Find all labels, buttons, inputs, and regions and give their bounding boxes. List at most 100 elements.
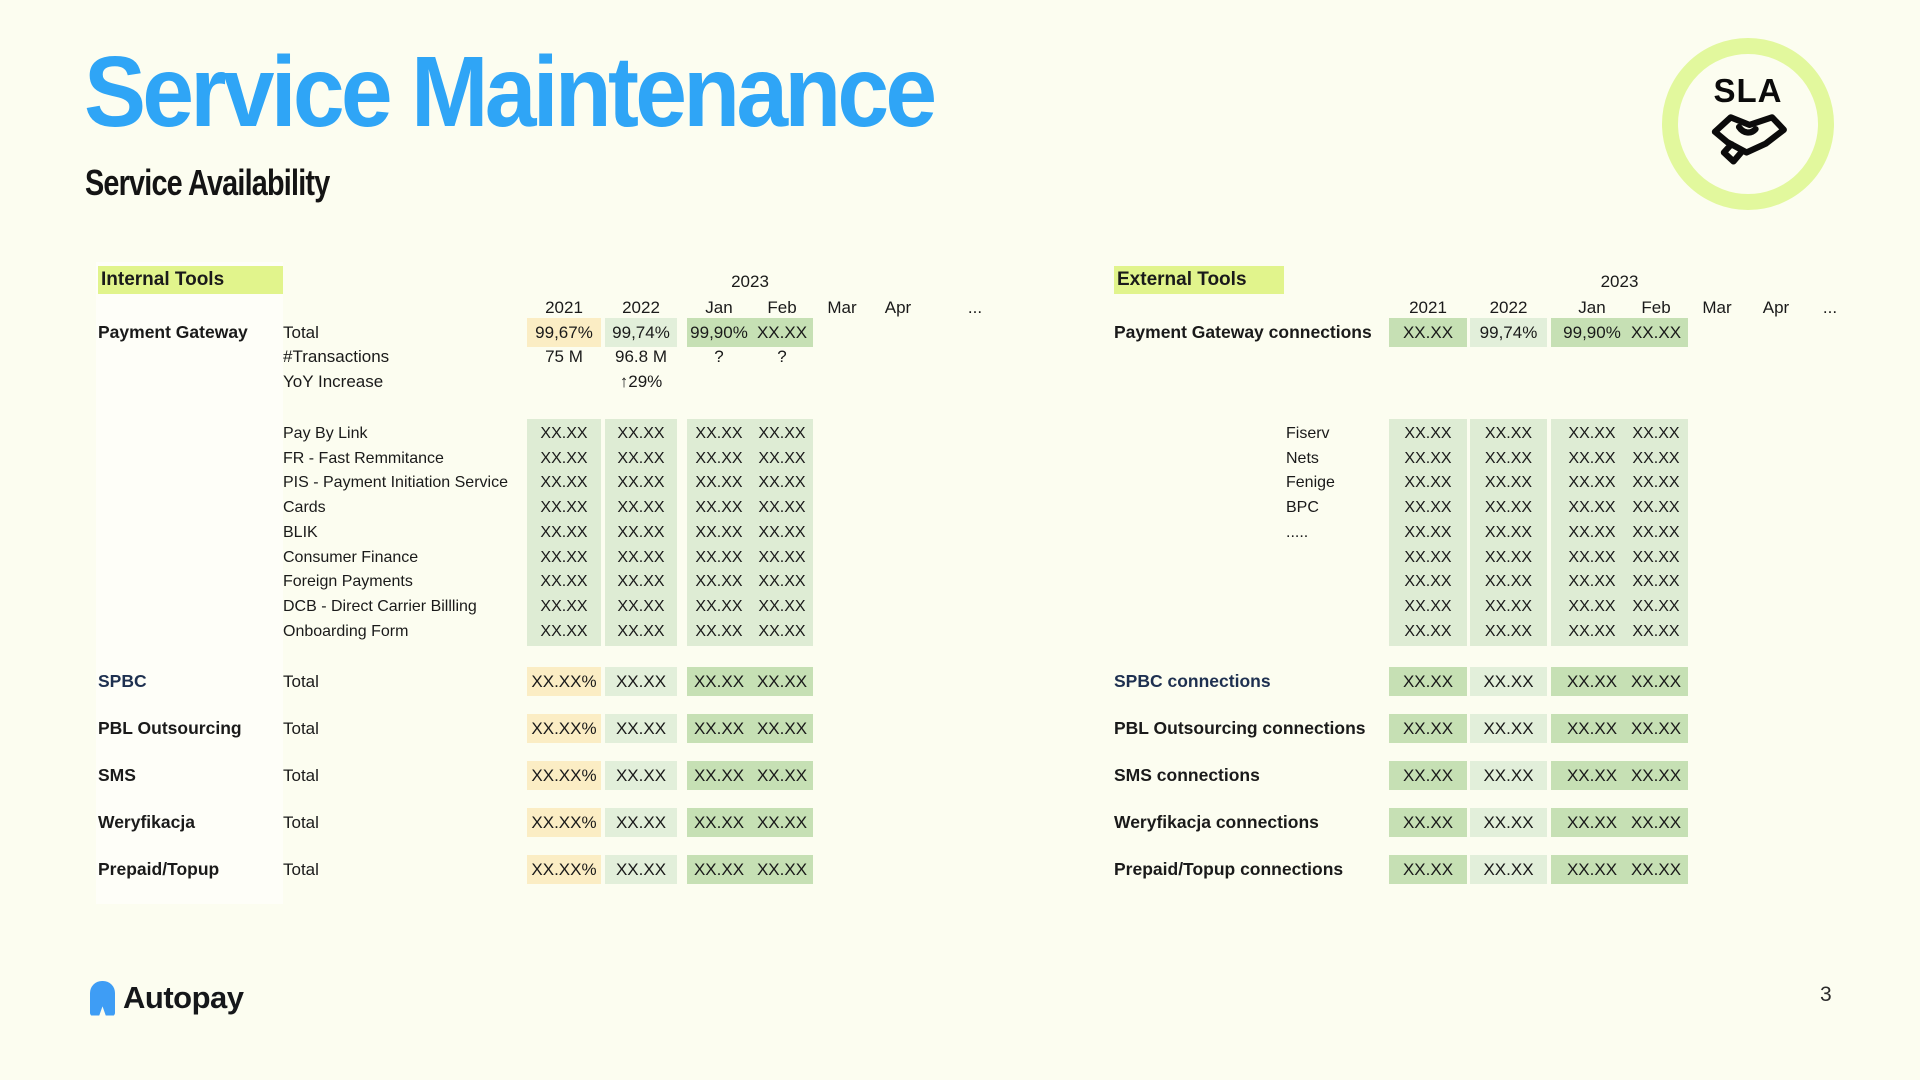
value-cell [687, 761, 813, 790]
service-value: XX.XX [1404, 425, 1452, 442]
service-value: XX.XX [695, 499, 743, 517]
service-value: XX.XX [758, 474, 806, 492]
value-text: XX.XX [1630, 671, 1682, 691]
year-group-label: 2023 [731, 272, 769, 291]
category-label: PBL Outsourcing [98, 718, 242, 738]
value-cell: XX.XX [1389, 808, 1467, 837]
service-value: XX.XX [1568, 548, 1616, 566]
value-cell: XX.XX [1470, 714, 1547, 743]
page-title: Service Maintenance [84, 36, 937, 148]
value-cell [1551, 318, 1688, 347]
column-header: Feb [1641, 298, 1671, 317]
value-cell [1551, 667, 1688, 696]
value-text: XX.XX [756, 859, 808, 879]
service-value: XX.XX [1568, 573, 1616, 591]
category-label: Payment Gateway connections [1114, 322, 1372, 342]
category-label: PBL Outsourcing connections [1114, 718, 1366, 738]
value-text: XX.XX [693, 859, 745, 879]
column-header: 2021 [1409, 298, 1447, 317]
value-text: ↑29% [619, 372, 663, 391]
service-value: XX.XX [1632, 425, 1680, 442]
value-cell [1551, 761, 1688, 790]
value-text: ? [777, 347, 787, 366]
row-label: Total [283, 766, 319, 785]
sla-badge-label: SLA [1713, 72, 1783, 109]
value-text: XX.XX [1630, 322, 1682, 342]
handshake-icon [1704, 107, 1792, 174]
service-value: XX.XX [758, 548, 806, 566]
column-header: 2022 [622, 298, 660, 317]
service-value: XX.XX [1568, 597, 1616, 615]
service-value: XX.XX [540, 573, 588, 591]
service-value: XX.XX [1632, 499, 1680, 517]
service-value: XX.XX [695, 474, 743, 492]
service-value: XX.XX [1568, 449, 1616, 467]
page-subtitle: Service Availability [85, 162, 330, 203]
category-label: SMS [98, 765, 136, 785]
service-value: XX.XX [540, 548, 588, 566]
service-value: XX.XX [1568, 622, 1616, 640]
service-value: XX.XX [1404, 474, 1452, 492]
service-value: XX.XX [758, 499, 806, 517]
service-value: XX.XX [695, 548, 743, 566]
column-header: ... [1822, 298, 1838, 317]
service-value: XX.XX [1632, 573, 1680, 591]
category-label: Prepaid/Topup [98, 859, 220, 879]
service-value: XX.XX [617, 425, 665, 442]
service-value: XX.XX [1484, 499, 1533, 517]
value-cell: XX.XX [605, 714, 677, 743]
column-header: Jan [705, 298, 733, 317]
service-value: XX.XX [540, 597, 588, 615]
service-value: XX.XX [1632, 597, 1680, 615]
service-value: XX.XX [1484, 548, 1533, 566]
service-value: XX.XX [1404, 597, 1452, 615]
column-header: Jan [1578, 298, 1606, 317]
row-label: Total [283, 860, 319, 879]
value-cell: XX.XX [1470, 855, 1547, 884]
page-number: 3 [1820, 983, 1832, 1006]
service-column-band [1551, 419, 1688, 646]
value-text: XX.XX [1566, 765, 1618, 785]
row-label: Total [283, 672, 319, 691]
service-value: XX.XX [1404, 523, 1452, 541]
value-text: XX.XX [1566, 671, 1618, 691]
service-value: XX.XX [1568, 523, 1616, 541]
value-cell [687, 855, 813, 884]
service-column-band [687, 419, 813, 646]
service-value: XX.XX [617, 449, 665, 467]
service-value: XX.XX [1404, 449, 1452, 467]
service-value: XX.XX [1404, 573, 1452, 591]
service-label: Foreign Payments [283, 573, 413, 591]
value-cell [687, 318, 813, 347]
section-label: Internal Tools [98, 266, 283, 294]
value-cell: XX.XX [1389, 761, 1467, 790]
column-header: Apr [884, 298, 912, 317]
value-text: XX.XX [756, 322, 808, 342]
sla-badge: SLA [1662, 38, 1834, 210]
value-text: ? [714, 347, 724, 366]
label-column-band [96, 262, 283, 904]
value-cell: XX.XX [1389, 318, 1467, 347]
service-value: XX.XX [758, 597, 806, 615]
row-label: Total [283, 719, 319, 738]
value-cell: XX.XX [1470, 808, 1547, 837]
value-text: XX.XX [1630, 859, 1682, 879]
value-cell: XX.XX% [527, 761, 601, 790]
service-column-band [1389, 419, 1467, 646]
service-value: XX.XX [1484, 622, 1533, 640]
row-label: Total [283, 813, 319, 832]
service-value: XX.XX [1484, 523, 1533, 541]
value-cell: XX.XX [1389, 667, 1467, 696]
row-label: Total [283, 323, 319, 342]
service-label: Fiserv [1286, 425, 1330, 442]
service-label: Consumer Finance [283, 548, 419, 566]
value-text: XX.XX [693, 812, 745, 832]
value-text: 99,90% [690, 322, 748, 342]
category-label: SPBC connections [1114, 671, 1271, 691]
value-cell: XX.XX% [527, 855, 601, 884]
service-value: XX.XX [617, 597, 665, 615]
value-cell: XX.XX% [527, 714, 601, 743]
service-value: XX.XX [1632, 523, 1680, 541]
column-header: 2022 [1489, 298, 1528, 317]
